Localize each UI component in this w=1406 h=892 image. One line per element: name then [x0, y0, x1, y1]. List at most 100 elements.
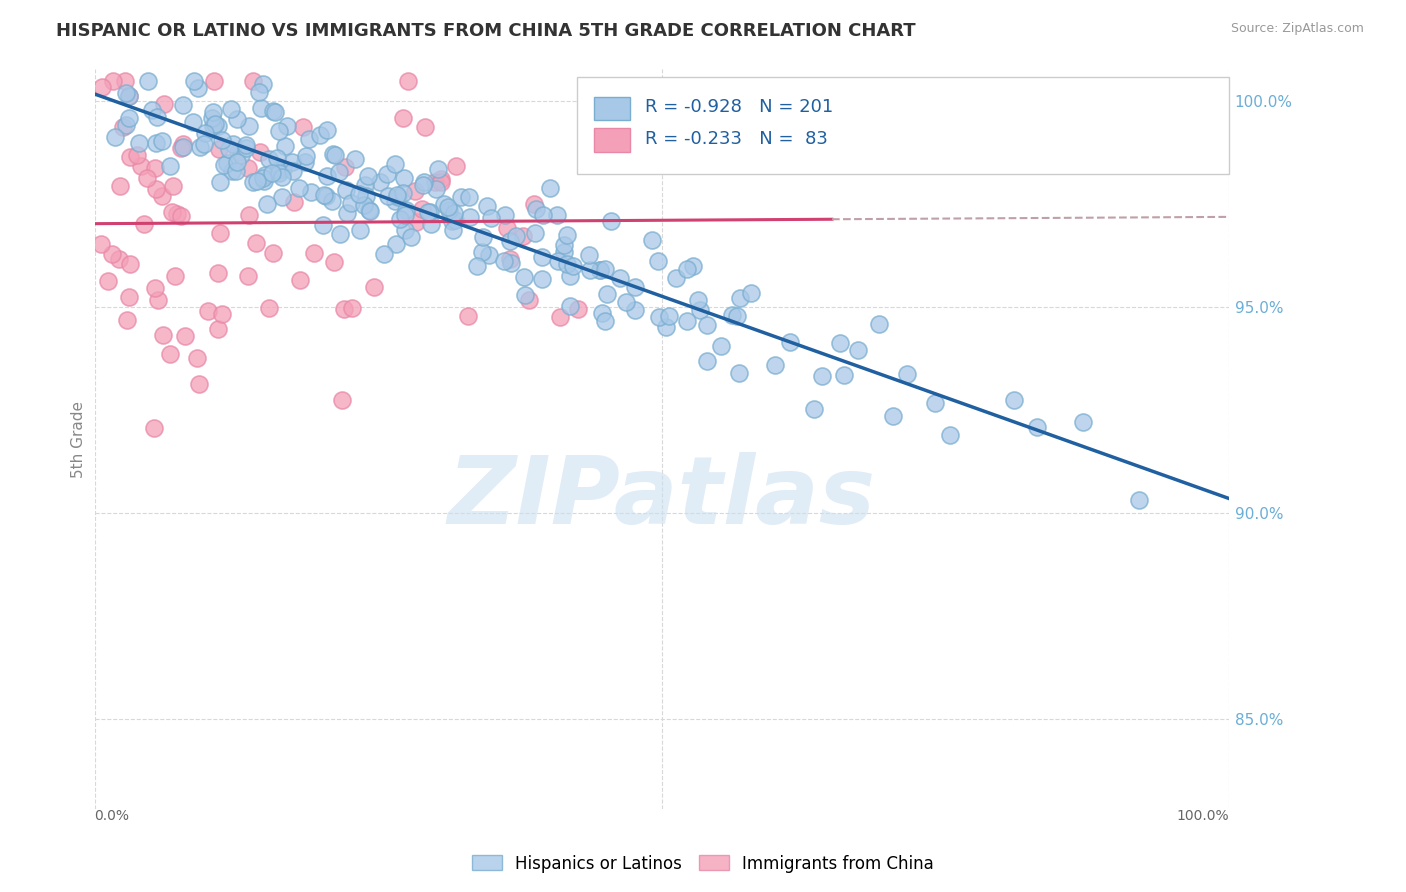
Point [252, 170, 274, 185]
Point [385, 237, 408, 252]
Point [246, 174, 269, 188]
Point [238, 161, 260, 175]
Point [832, 368, 855, 383]
Point [728, 291, 751, 305]
Point [555, 227, 578, 242]
Point [235, 138, 257, 153]
Point [291, 120, 314, 134]
Point [1002, 392, 1025, 407]
Point [439, 203, 461, 218]
Point [353, 178, 375, 192]
Point [160, 204, 183, 219]
Point [315, 189, 337, 203]
Point [108, 252, 131, 267]
Y-axis label: 5th Grade: 5th Grade [72, 401, 86, 477]
Point [696, 318, 718, 332]
Point [312, 219, 335, 233]
Point [658, 309, 681, 323]
Point [226, 145, 249, 159]
Point [90, 80, 112, 95]
Point [221, 136, 243, 151]
Point [340, 196, 363, 211]
Text: 100.0%: 100.0% [1177, 809, 1229, 823]
Point [204, 74, 226, 88]
Text: HISPANIC OR LATINO VS IMMIGRANTS FROM CHINA 5TH GRADE CORRELATION CHART: HISPANIC OR LATINO VS IMMIGRANTS FROM CH… [56, 22, 915, 40]
Point [593, 314, 616, 328]
Point [136, 74, 159, 88]
Point [444, 213, 467, 227]
Point [458, 210, 481, 224]
Point [330, 393, 353, 408]
Point [281, 164, 304, 178]
Point [207, 266, 229, 280]
Point [553, 244, 575, 259]
Point [388, 212, 411, 227]
Point [494, 208, 516, 222]
Point [298, 132, 321, 146]
Point [150, 134, 173, 148]
Point [494, 253, 516, 268]
Point [214, 157, 236, 171]
Point [676, 314, 699, 328]
Point [118, 151, 141, 165]
Point [553, 238, 575, 252]
Point [531, 208, 554, 222]
Text: 0.0%: 0.0% [94, 809, 129, 823]
Point [655, 319, 678, 334]
Point [194, 126, 217, 140]
Point [524, 202, 547, 216]
Point [150, 189, 173, 203]
Point [614, 295, 637, 310]
Point [219, 102, 242, 116]
Point [395, 203, 418, 218]
Point [118, 88, 141, 103]
Point [249, 145, 271, 159]
Point [547, 253, 569, 268]
Point [276, 119, 298, 133]
Point [740, 285, 762, 300]
Point [335, 161, 357, 175]
Point [437, 200, 460, 214]
Point [143, 161, 166, 175]
Point [299, 185, 322, 199]
Point [294, 155, 316, 169]
Point [127, 148, 149, 162]
Point [710, 338, 733, 352]
Point [209, 226, 232, 240]
Point [347, 186, 370, 201]
Point [562, 259, 585, 273]
FancyBboxPatch shape [576, 78, 1229, 174]
Point [433, 197, 456, 211]
Point [132, 217, 155, 231]
Point [215, 156, 238, 170]
Point [101, 246, 124, 260]
Point [763, 358, 786, 372]
Point [682, 259, 704, 273]
Point [423, 175, 446, 189]
Point [425, 182, 447, 196]
Point [354, 189, 377, 203]
Point [725, 309, 748, 323]
Point [419, 218, 441, 232]
Point [235, 141, 257, 155]
Point [211, 133, 233, 147]
Point [242, 74, 264, 88]
Point [207, 119, 229, 133]
Point [266, 151, 288, 165]
Point [394, 223, 416, 237]
Point [363, 279, 385, 293]
Point [253, 174, 276, 188]
Point [1025, 419, 1047, 434]
Point [499, 234, 522, 248]
Point [193, 136, 215, 151]
Point [444, 159, 467, 173]
Point [394, 207, 416, 221]
Point [274, 138, 297, 153]
Point [281, 154, 304, 169]
Point [335, 183, 357, 197]
Point [146, 293, 169, 307]
Point [505, 228, 527, 243]
Point [288, 273, 311, 287]
Point [329, 227, 352, 241]
Point [415, 120, 437, 134]
